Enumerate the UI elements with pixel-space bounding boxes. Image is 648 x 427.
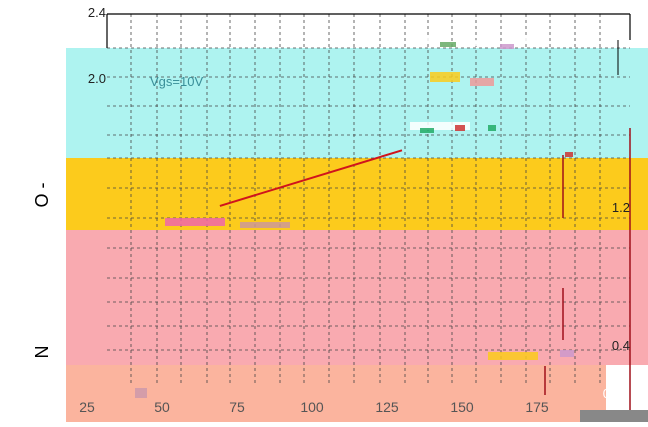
band-pink [66, 230, 648, 365]
y-tick-label-left-1: 2.0 [88, 71, 106, 86]
y-tick-label-right-2: 0 [603, 386, 610, 401]
artifact-mark-2 [470, 40, 490, 46]
band-salmon [66, 365, 606, 422]
artifact-mark-12 [240, 222, 290, 228]
artifact-mark-15 [135, 388, 147, 398]
x-tick-label-100: 100 [300, 399, 324, 415]
y-tick-labels: 2.4 2.0 1.2 0.4 0 [88, 5, 630, 401]
artifact-mark-7 [410, 122, 470, 130]
grid-lines [107, 14, 630, 385]
x-tick-label-175: 175 [525, 399, 549, 415]
artifact-mark-14 [560, 350, 574, 357]
band-yellow [66, 158, 648, 230]
artifact-mark-3 [500, 44, 514, 49]
y-axis-label-fragment-bottom: N [32, 346, 52, 359]
y-tick-label-left-0: 2.4 [88, 5, 106, 20]
artifact-mark-13 [488, 352, 538, 360]
x-tick-label-50: 50 [154, 399, 170, 415]
x-tick-labels: 25 50 75 100 125 150 175 [79, 399, 549, 415]
artifact-marks [135, 38, 574, 398]
band-gray [580, 410, 648, 422]
x-tick-label-150: 150 [450, 399, 474, 415]
y-tick-label-right-1: 0.4 [612, 338, 630, 353]
artifact-mark-16 [565, 152, 573, 157]
artifact-mark-4 [525, 38, 547, 44]
series-layer [219, 149, 403, 207]
artifact-mark-11 [165, 218, 225, 226]
color-bands [66, 48, 648, 422]
artifact-mark-6 [470, 78, 494, 86]
x-tick-label-125: 125 [375, 399, 399, 415]
annotation-vgs: Vgs=10V [150, 74, 203, 89]
series-line-0 [219, 149, 403, 207]
artifact-mark-5 [430, 72, 460, 82]
artifact-mark-0 [420, 38, 432, 44]
artifact-mark-1 [440, 42, 456, 47]
plot-frame [106, 13, 631, 410]
x-tick-label-75: 75 [229, 399, 245, 415]
y-axis-label-fragment-top: O - [32, 182, 52, 207]
artifact-mark-8 [420, 128, 434, 133]
artifact-mark-10 [488, 125, 496, 131]
x-tick-label-25: 25 [79, 399, 95, 415]
y-tick-label-right-0: 1.2 [612, 200, 630, 215]
band-cyan [66, 48, 648, 158]
artifact-mark-9 [455, 125, 465, 131]
